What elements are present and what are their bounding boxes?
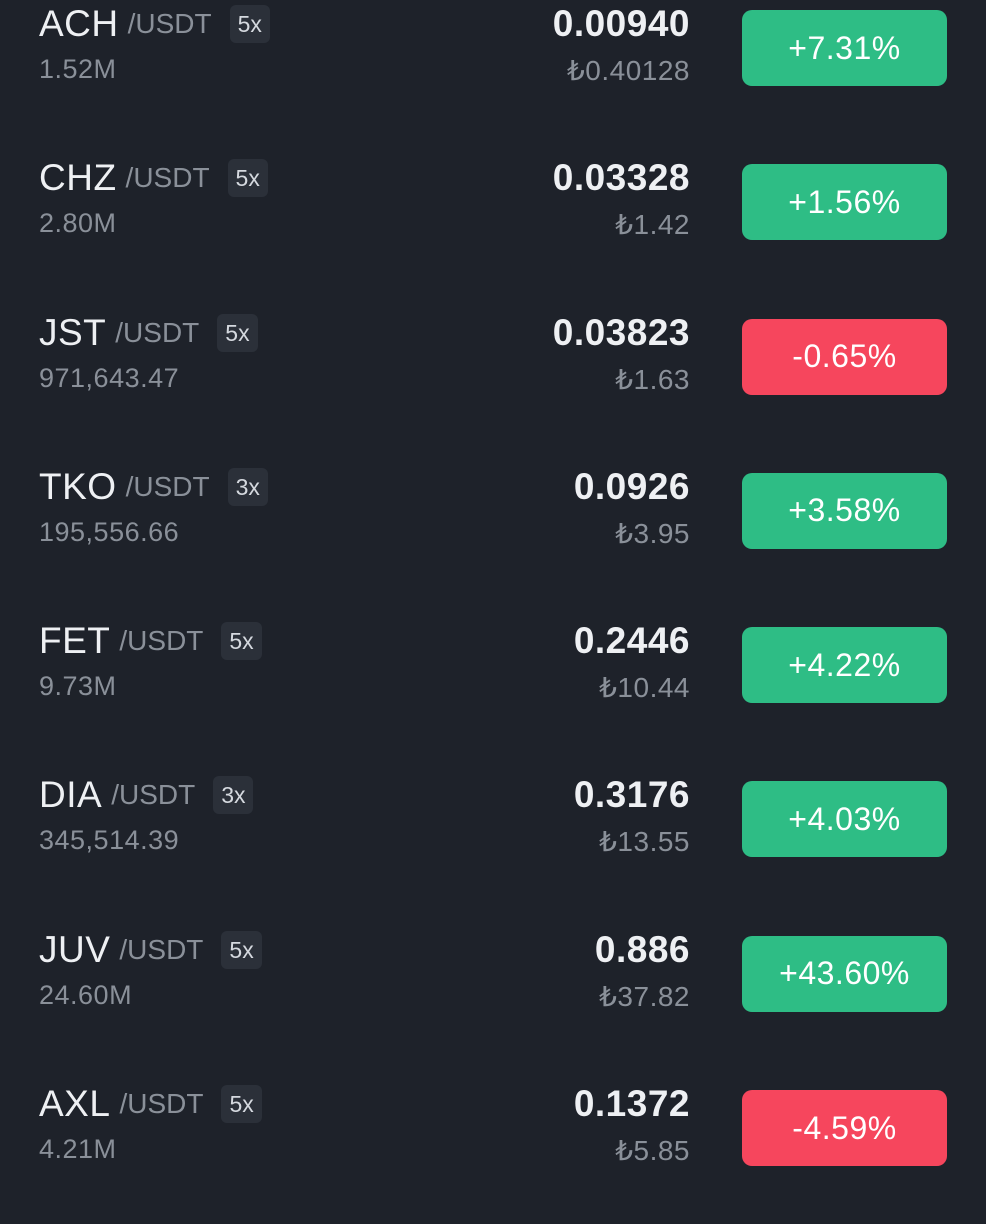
quote-symbol: /USDT: [125, 470, 210, 502]
change-badge[interactable]: +43.60%: [742, 935, 947, 1012]
quote-symbol: /USDT: [115, 316, 200, 348]
fiat-price: ₺37.82: [599, 980, 690, 1012]
last-price: 0.0926: [573, 465, 690, 507]
pair-info: FET /USDT 5x 9.73M: [39, 617, 262, 702]
change-badge[interactable]: +1.56%: [742, 164, 947, 241]
price-info: 0.0926 ₺3.95: [574, 463, 690, 550]
quote-symbol: /USDT: [125, 162, 210, 194]
fiat-price: ₺0.40128: [566, 55, 690, 86]
fiat-price: ₺1.63: [615, 363, 690, 395]
market-row[interactable]: AXL /USDT 5x 4.21M 0.1372 ₺5.85 -4.59%: [0, 1070, 986, 1224]
price-info: 0.03328 ₺1.42: [553, 154, 690, 241]
leverage-badge: 5x: [221, 1085, 262, 1124]
volume: 195,556.66: [39, 516, 180, 547]
leverage-badge: 5x: [221, 622, 262, 661]
base-symbol: CHZ: [39, 157, 117, 199]
last-price: 0.00940: [552, 3, 690, 44]
volume: 9.73M: [39, 671, 117, 702]
volume: 971,643.47: [39, 362, 180, 393]
price-info: 0.00940 ₺0.40128: [553, 0, 690, 87]
pair-info: CHZ /USDT 5x 2.80M: [39, 154, 268, 239]
leverage-badge: 5x: [229, 5, 270, 43]
market-row[interactable]: TKO /USDT 3x 195,556.66 0.0926 ₺3.95 +3.…: [0, 453, 986, 607]
pair-info: JST /USDT 5x 971,643.47: [39, 309, 258, 394]
base-symbol: AXL: [39, 1083, 111, 1125]
change-badge[interactable]: +4.03%: [742, 781, 947, 858]
pair-info: JUV /USDT 5x 24.60M: [39, 926, 262, 1011]
pair-info: ACH /USDT 5x 1.52M: [39, 0, 270, 85]
price-info: 0.1372 ₺5.85: [574, 1080, 690, 1167]
leverage-badge: 3x: [227, 467, 268, 506]
quote-symbol: /USDT: [127, 8, 212, 39]
base-symbol: FET: [39, 620, 111, 662]
fiat-price: ₺3.95: [615, 517, 690, 549]
leverage-badge: 5x: [221, 930, 262, 969]
pair-info: DIA /USDT 3x 345,514.39: [39, 771, 254, 856]
quote-symbol: /USDT: [119, 1088, 204, 1120]
change-badge[interactable]: -4.59%: [742, 1090, 947, 1167]
change-badge[interactable]: +7.31%: [742, 10, 947, 86]
quote-symbol: /USDT: [111, 779, 196, 811]
fiat-price: ₺10.44: [599, 672, 690, 704]
market-row[interactable]: ACH /USDT 5x 1.52M 0.00940 ₺0.40128 +7.3…: [0, 0, 986, 144]
last-price: 0.886: [594, 928, 690, 970]
fiat-price: ₺1.42: [615, 209, 690, 241]
volume: 2.80M: [39, 208, 117, 239]
leverage-badge: 5x: [227, 159, 268, 198]
price-info: 0.3176 ₺13.55: [574, 771, 690, 858]
change-badge[interactable]: +4.22%: [742, 627, 947, 704]
market-row[interactable]: CHZ /USDT 5x 2.80M 0.03328 ₺1.42 +1.56%: [0, 144, 986, 298]
base-symbol: DIA: [39, 774, 103, 816]
last-price: 0.3176: [573, 774, 690, 816]
market-row[interactable]: DIA /USDT 3x 345,514.39 0.3176 ₺13.55 +4…: [0, 761, 986, 915]
last-price: 0.2446: [573, 620, 690, 662]
volume: 345,514.39: [39, 825, 180, 856]
base-symbol: ACH: [39, 3, 119, 44]
last-price: 0.03823: [552, 311, 690, 353]
last-price: 0.03328: [552, 157, 690, 199]
price-info: 0.2446 ₺10.44: [574, 617, 690, 704]
base-symbol: JUV: [39, 928, 111, 970]
leverage-badge: 3x: [213, 776, 254, 815]
market-row[interactable]: FET /USDT 5x 9.73M 0.2446 ₺10.44 +4.22%: [0, 607, 986, 761]
price-info: 0.886 ₺37.82: [595, 926, 690, 1013]
market-row[interactable]: JST /USDT 5x 971,643.47 0.03823 ₺1.63 -0…: [0, 299, 986, 453]
quote-symbol: /USDT: [119, 933, 204, 965]
pair-info: TKO /USDT 3x 195,556.66: [39, 463, 268, 548]
change-badge[interactable]: -0.65%: [742, 318, 947, 395]
quote-symbol: /USDT: [119, 625, 204, 657]
last-price: 0.1372: [573, 1083, 690, 1125]
volume: 1.52M: [39, 54, 117, 84]
price-info: 0.03823 ₺1.63: [553, 309, 690, 396]
base-symbol: JST: [39, 311, 107, 353]
volume: 24.60M: [39, 979, 133, 1010]
market-row[interactable]: JUV /USDT 5x 24.60M 0.886 ₺37.82 +43.60%: [0, 916, 986, 1070]
pair-info: AXL /USDT 5x 4.21M: [39, 1080, 262, 1165]
fiat-price: ₺5.85: [615, 1135, 690, 1167]
change-badge[interactable]: +3.58%: [742, 472, 947, 549]
volume: 4.21M: [39, 1134, 117, 1165]
base-symbol: TKO: [39, 465, 117, 507]
leverage-badge: 5x: [217, 313, 258, 352]
fiat-price: ₺13.55: [599, 826, 690, 858]
